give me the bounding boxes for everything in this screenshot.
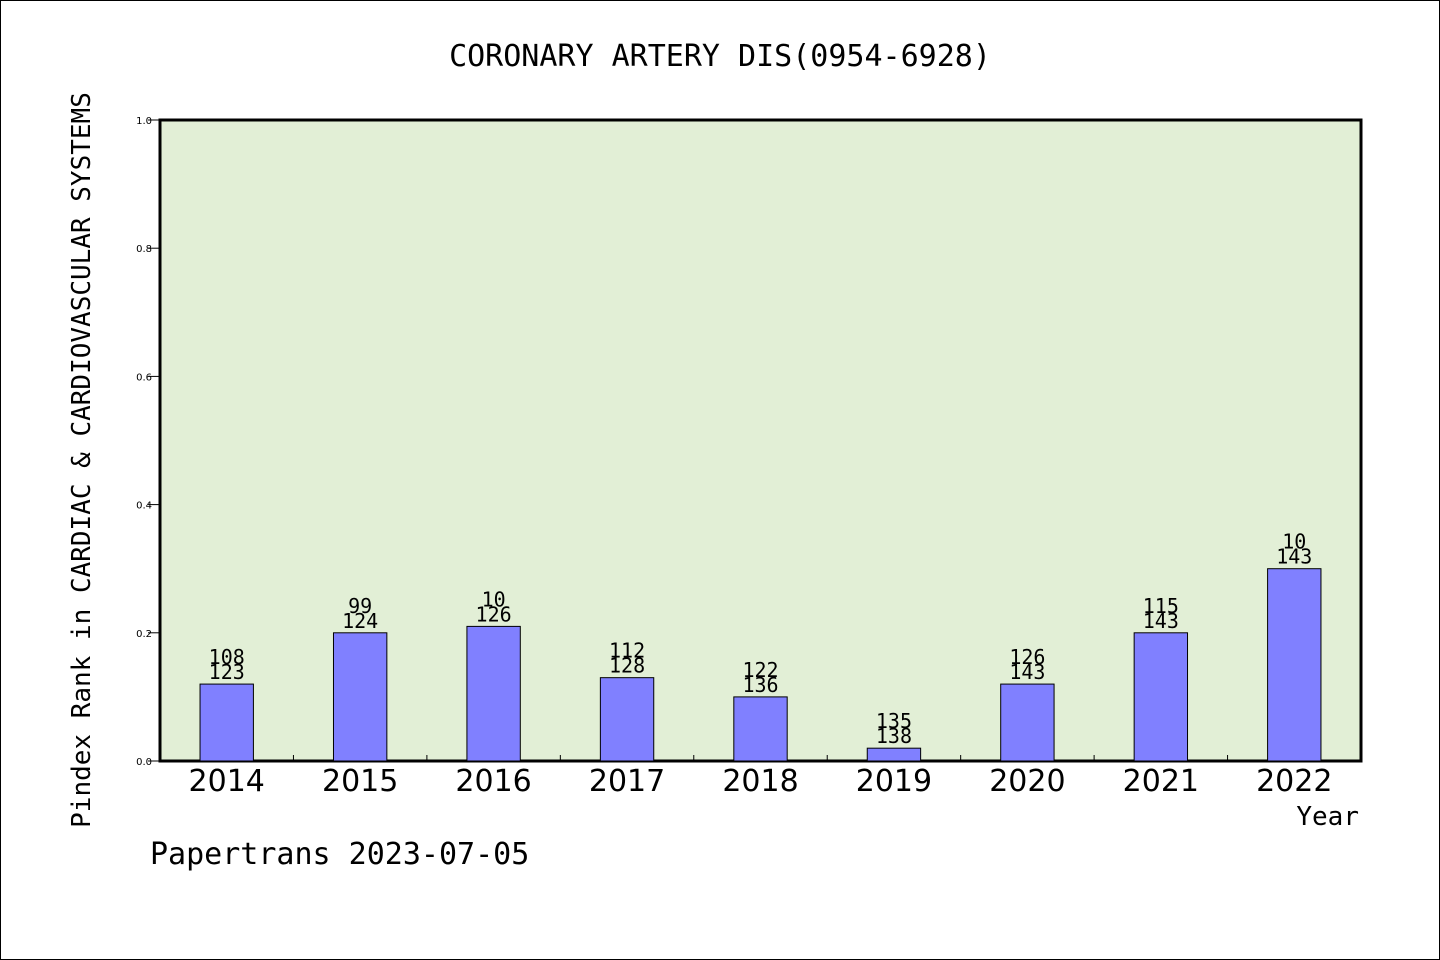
y-tick-label-0: 0.0 (136, 757, 152, 768)
bar-2021 (1133, 632, 1189, 762)
bar-total-label-2014: 123 (209, 660, 245, 684)
x-tick-label-2021: 2021 (1123, 764, 1199, 799)
x-tick-label-2022: 2022 (1256, 764, 1332, 799)
bar-rank-label-2014: 108 (209, 645, 245, 669)
x-axis-ticks: 2014 2015 2016 2017 2018 2019 2020 2021 2022 (189, 755, 1332, 799)
y-axis-label: Pindex Rank in CARDIAC & CARDIOVASCULAR … (67, 92, 97, 828)
y-tick-label-2: 0.4 (136, 501, 152, 512)
x-tick-label-2014: 2014 (189, 764, 265, 799)
bar-2014 (199, 683, 254, 762)
x-tick-label-2018: 2018 (722, 764, 798, 799)
x-tick-label-2020: 2020 (989, 764, 1065, 799)
bar-rank-label-2016: 10 (482, 587, 506, 611)
x-tick-label-2016: 2016 (455, 764, 531, 799)
y-axis-ticks: 0.0 0.2 0.4 0.6 0.8 1.0 (136, 116, 160, 768)
y-tick-label-1: 0.2 (136, 629, 152, 640)
bar-2018 (733, 696, 788, 762)
chart-title: CORONARY ARTERY DIS(0954-6928) (449, 39, 991, 74)
x-tick-label-2019: 2019 (856, 764, 932, 799)
x-tick-label-2017: 2017 (589, 764, 665, 799)
bar-total-label-2018: 136 (742, 673, 778, 697)
bar-total-label-2017: 128 (609, 654, 645, 678)
bar-rank-label-2022: 10 (1282, 530, 1306, 554)
bar-rank-label-2015: 99 (348, 594, 372, 618)
bar-rank-label-2017: 112 (609, 639, 645, 663)
bar-total-label-2015: 124 (342, 609, 378, 633)
y-tick-label-4: 0.8 (136, 244, 152, 255)
bar-rank-label-2019: 135 (876, 709, 912, 733)
bar-2022 (1267, 568, 1322, 762)
bar-2016 (466, 625, 521, 762)
y-tick-label-5: 1.0 (136, 116, 152, 127)
bar-rank-label-2018: 122 (742, 658, 778, 682)
bar-rank-label-2021: 115 (1143, 594, 1179, 618)
footer-text: Papertrans 2023-07-05 (150, 837, 529, 872)
bar-rank-label-2020: 126 (1009, 645, 1045, 669)
y-tick-label-3: 0.6 (136, 372, 152, 383)
bar-2020 (1000, 683, 1055, 762)
bar-total-label-2022: 143 (1276, 545, 1312, 569)
bar-total-label-2021: 143 (1143, 609, 1179, 633)
bar-total-label-2016: 126 (476, 602, 512, 626)
bar-total-label-2019: 138 (876, 724, 912, 748)
bar-2019 (866, 747, 922, 762)
bar-2015 (332, 632, 388, 762)
x-tick-label-2015: 2015 (322, 764, 398, 799)
x-axis-label: Year (1296, 802, 1359, 832)
bar-2017 (599, 677, 655, 762)
bar-total-label-2020: 143 (1009, 660, 1045, 684)
